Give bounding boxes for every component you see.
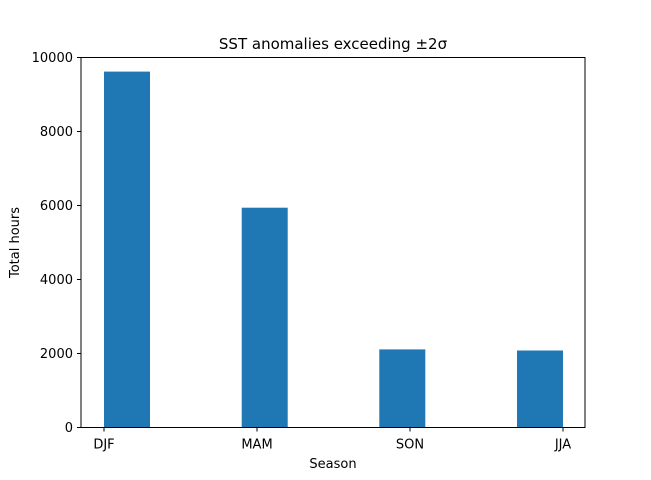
bar-son bbox=[379, 349, 426, 428]
y-tick-label: 4000 bbox=[40, 273, 73, 288]
y-tick-label: 2000 bbox=[40, 347, 73, 362]
x-tick-label-jja: JJA bbox=[554, 438, 571, 453]
x-tick-label-son: SON bbox=[396, 438, 424, 453]
y-axis: 0 2000 4000 6000 8000 10000 bbox=[32, 51, 81, 436]
plot-frame bbox=[80, 57, 586, 428]
x-tick-label-mam: MAM bbox=[241, 438, 272, 453]
x-axis: DJF MAM SON JJA bbox=[93, 427, 571, 453]
chart-title: SST anomalies exceeding ±2σ bbox=[219, 35, 448, 53]
y-tick-label: 0 bbox=[65, 421, 73, 436]
bar-djf bbox=[104, 71, 150, 428]
y-axis-label: Total hours bbox=[8, 207, 23, 279]
y-tick-label: 8000 bbox=[40, 125, 73, 140]
bar-jja bbox=[517, 350, 563, 428]
x-axis-label: Season bbox=[309, 457, 356, 472]
x-tick-label-djf: DJF bbox=[93, 438, 114, 453]
bar-mam bbox=[241, 207, 288, 428]
y-tick-label: 10000 bbox=[32, 51, 73, 66]
y-tick-label: 6000 bbox=[40, 199, 73, 214]
bars-layer bbox=[104, 71, 563, 428]
